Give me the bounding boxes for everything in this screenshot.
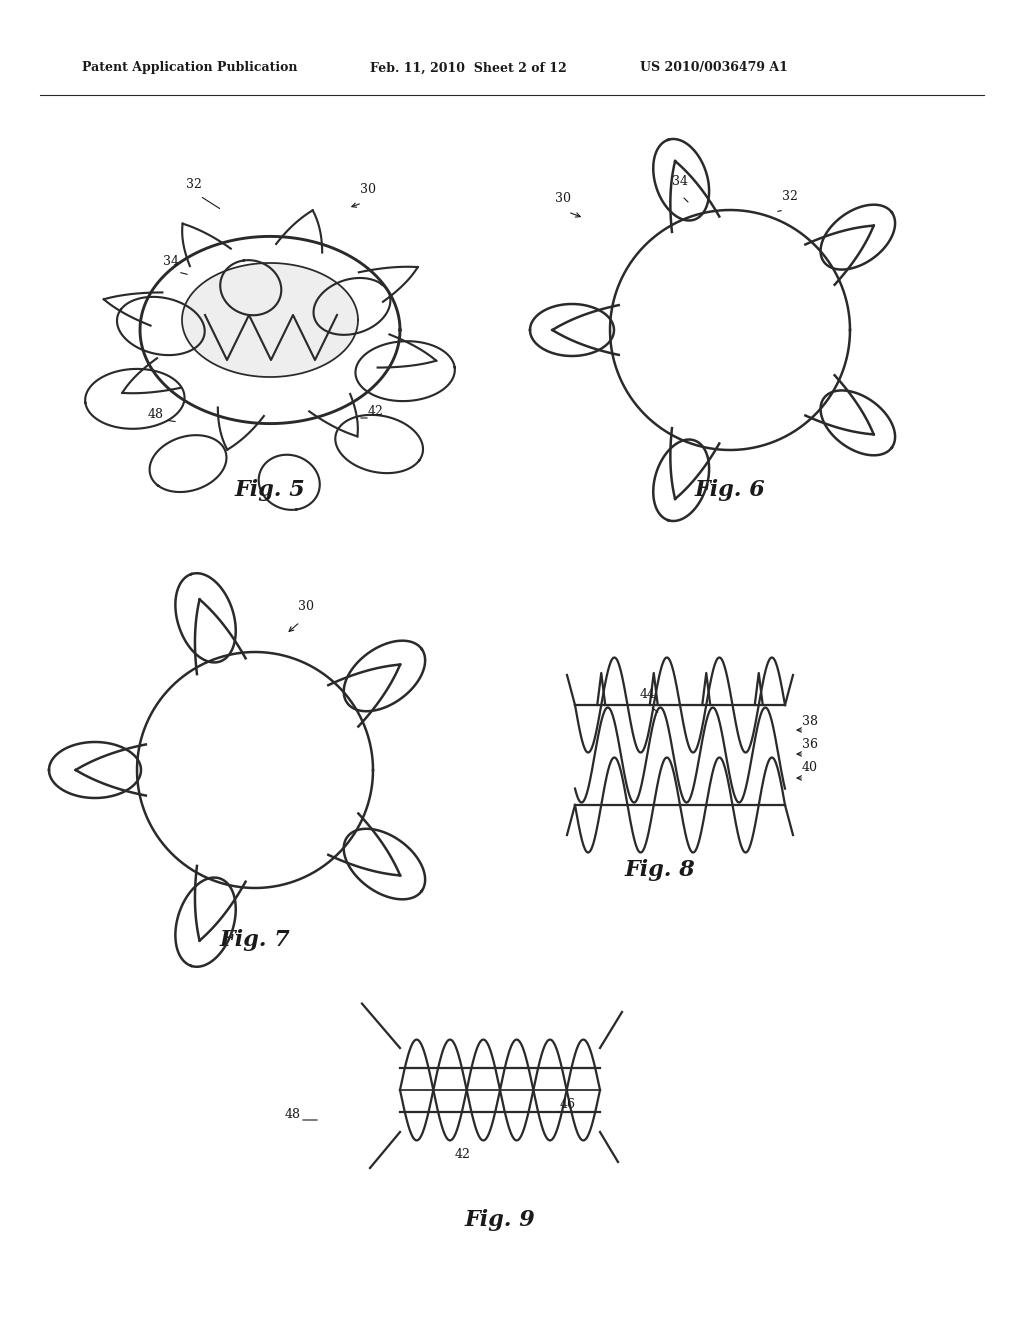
Text: Feb. 11, 2010  Sheet 2 of 12: Feb. 11, 2010 Sheet 2 of 12 [370, 62, 566, 74]
Text: 42: 42 [455, 1148, 471, 1162]
Circle shape [137, 652, 373, 888]
Text: 48: 48 [285, 1107, 301, 1121]
Text: Patent Application Publication: Patent Application Publication [82, 62, 298, 74]
Polygon shape [182, 263, 358, 378]
Text: 30: 30 [555, 191, 571, 205]
Text: 30: 30 [298, 601, 314, 612]
Text: 34: 34 [672, 176, 688, 187]
Text: Fig. 8: Fig. 8 [625, 859, 695, 880]
Text: 42: 42 [368, 405, 384, 418]
Text: Fig. 5: Fig. 5 [234, 479, 305, 502]
Text: 48: 48 [148, 408, 164, 421]
Text: 30: 30 [360, 183, 376, 195]
Text: 36: 36 [802, 738, 818, 751]
Text: 44: 44 [640, 688, 656, 701]
Text: 40: 40 [802, 762, 818, 774]
Text: 32: 32 [782, 190, 798, 203]
Text: 38: 38 [802, 715, 818, 729]
Text: 46: 46 [560, 1098, 575, 1111]
Text: US 2010/0036479 A1: US 2010/0036479 A1 [640, 62, 787, 74]
Text: Fig. 6: Fig. 6 [694, 479, 765, 502]
Text: 32: 32 [186, 178, 202, 191]
Text: Fig. 9: Fig. 9 [465, 1209, 536, 1232]
Text: Fig. 7: Fig. 7 [219, 929, 291, 950]
Text: 34: 34 [163, 255, 179, 268]
